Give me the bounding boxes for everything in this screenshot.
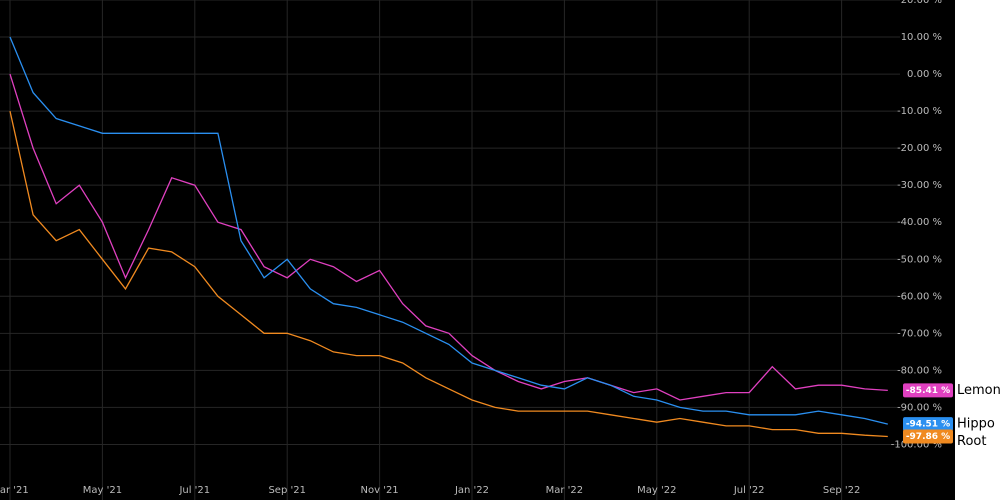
x-tick-label: Mar '21 [0, 485, 29, 496]
y-tick-label: -20.00 % [897, 143, 942, 154]
end-badge [903, 383, 953, 398]
y-tick-label: 20.00 % [901, 0, 942, 6]
x-tick-label: Jul '22 [733, 485, 765, 496]
series-line [9, 110, 888, 438]
y-tick-label: -70.00 % [897, 328, 942, 339]
y-tick-label: -50.00 % [897, 254, 942, 265]
end-label: -85.41 % [906, 386, 950, 396]
y-tick-label: -10.00 % [897, 106, 942, 117]
y-tick-label: -90.00 % [897, 402, 942, 413]
y-tick-label: -80.00 % [897, 365, 942, 376]
x-tick-label: May '21 [83, 485, 122, 496]
end-badge [903, 417, 953, 432]
series-line [9, 73, 888, 401]
y-tick-label: 0.00 % [907, 69, 942, 80]
y-tick-label: -30.00 % [897, 180, 942, 191]
x-tick-label: Sep '21 [268, 485, 306, 496]
y-tick-label: -100.00 % [891, 439, 942, 450]
end-label: -97.86 % [906, 432, 950, 442]
x-tick-label: Nov '21 [361, 485, 399, 496]
chart-background [0, 0, 955, 500]
x-tick-label: May '22 [637, 485, 676, 496]
series-line [9, 36, 888, 425]
y-tick-label: 10.00 % [901, 32, 942, 43]
end-label: -94.51 % [906, 420, 950, 430]
end-badge [903, 429, 953, 444]
x-tick-label: Mar '22 [546, 485, 584, 496]
legend-label: Lemonade [957, 383, 1000, 398]
legend-label: Hippo [957, 417, 995, 432]
y-tick-label: -60.00 % [897, 291, 942, 302]
y-tick-label: -40.00 % [897, 217, 942, 228]
x-tick-label: Jul '21 [178, 485, 210, 496]
x-tick-label: Jan '22 [454, 485, 489, 496]
legend-label: Root [957, 434, 986, 449]
x-tick-label: Sep '22 [823, 485, 861, 496]
